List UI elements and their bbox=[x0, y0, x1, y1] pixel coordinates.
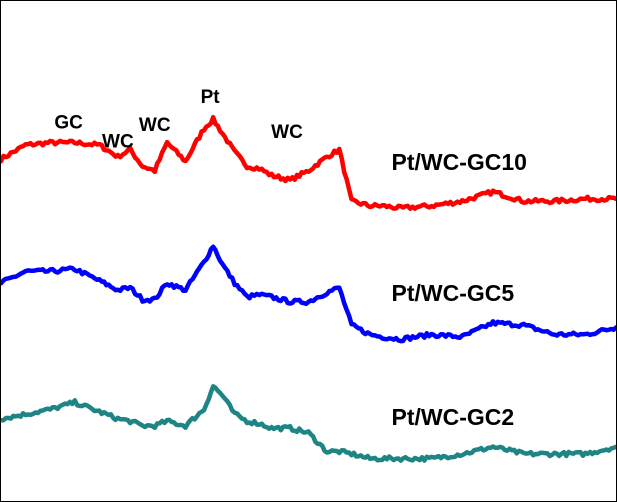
series-lines bbox=[1, 114, 616, 463]
series-label: Pt/WC-GC2 bbox=[392, 404, 515, 430]
peak-label-pt: Pt bbox=[201, 87, 221, 108]
peak-label-wc: WC bbox=[139, 115, 171, 136]
series-line-pt-wc-gc10 bbox=[1, 114, 616, 211]
series-label: Pt/WC-GC5 bbox=[392, 280, 515, 306]
series-labels: Pt/WC-GC10 Pt/WC-GC5 Pt/WC-GC2 bbox=[392, 149, 527, 430]
series-line-pt-wc-gc5 bbox=[1, 244, 616, 344]
series-label: Pt/WC-GC10 bbox=[392, 149, 527, 175]
peak-label-wc: WC bbox=[271, 122, 303, 143]
series-line-pt-wc-gc2 bbox=[1, 384, 616, 463]
peak-label-gc: GC bbox=[54, 113, 83, 134]
peak-label-wc: WC bbox=[102, 131, 134, 152]
